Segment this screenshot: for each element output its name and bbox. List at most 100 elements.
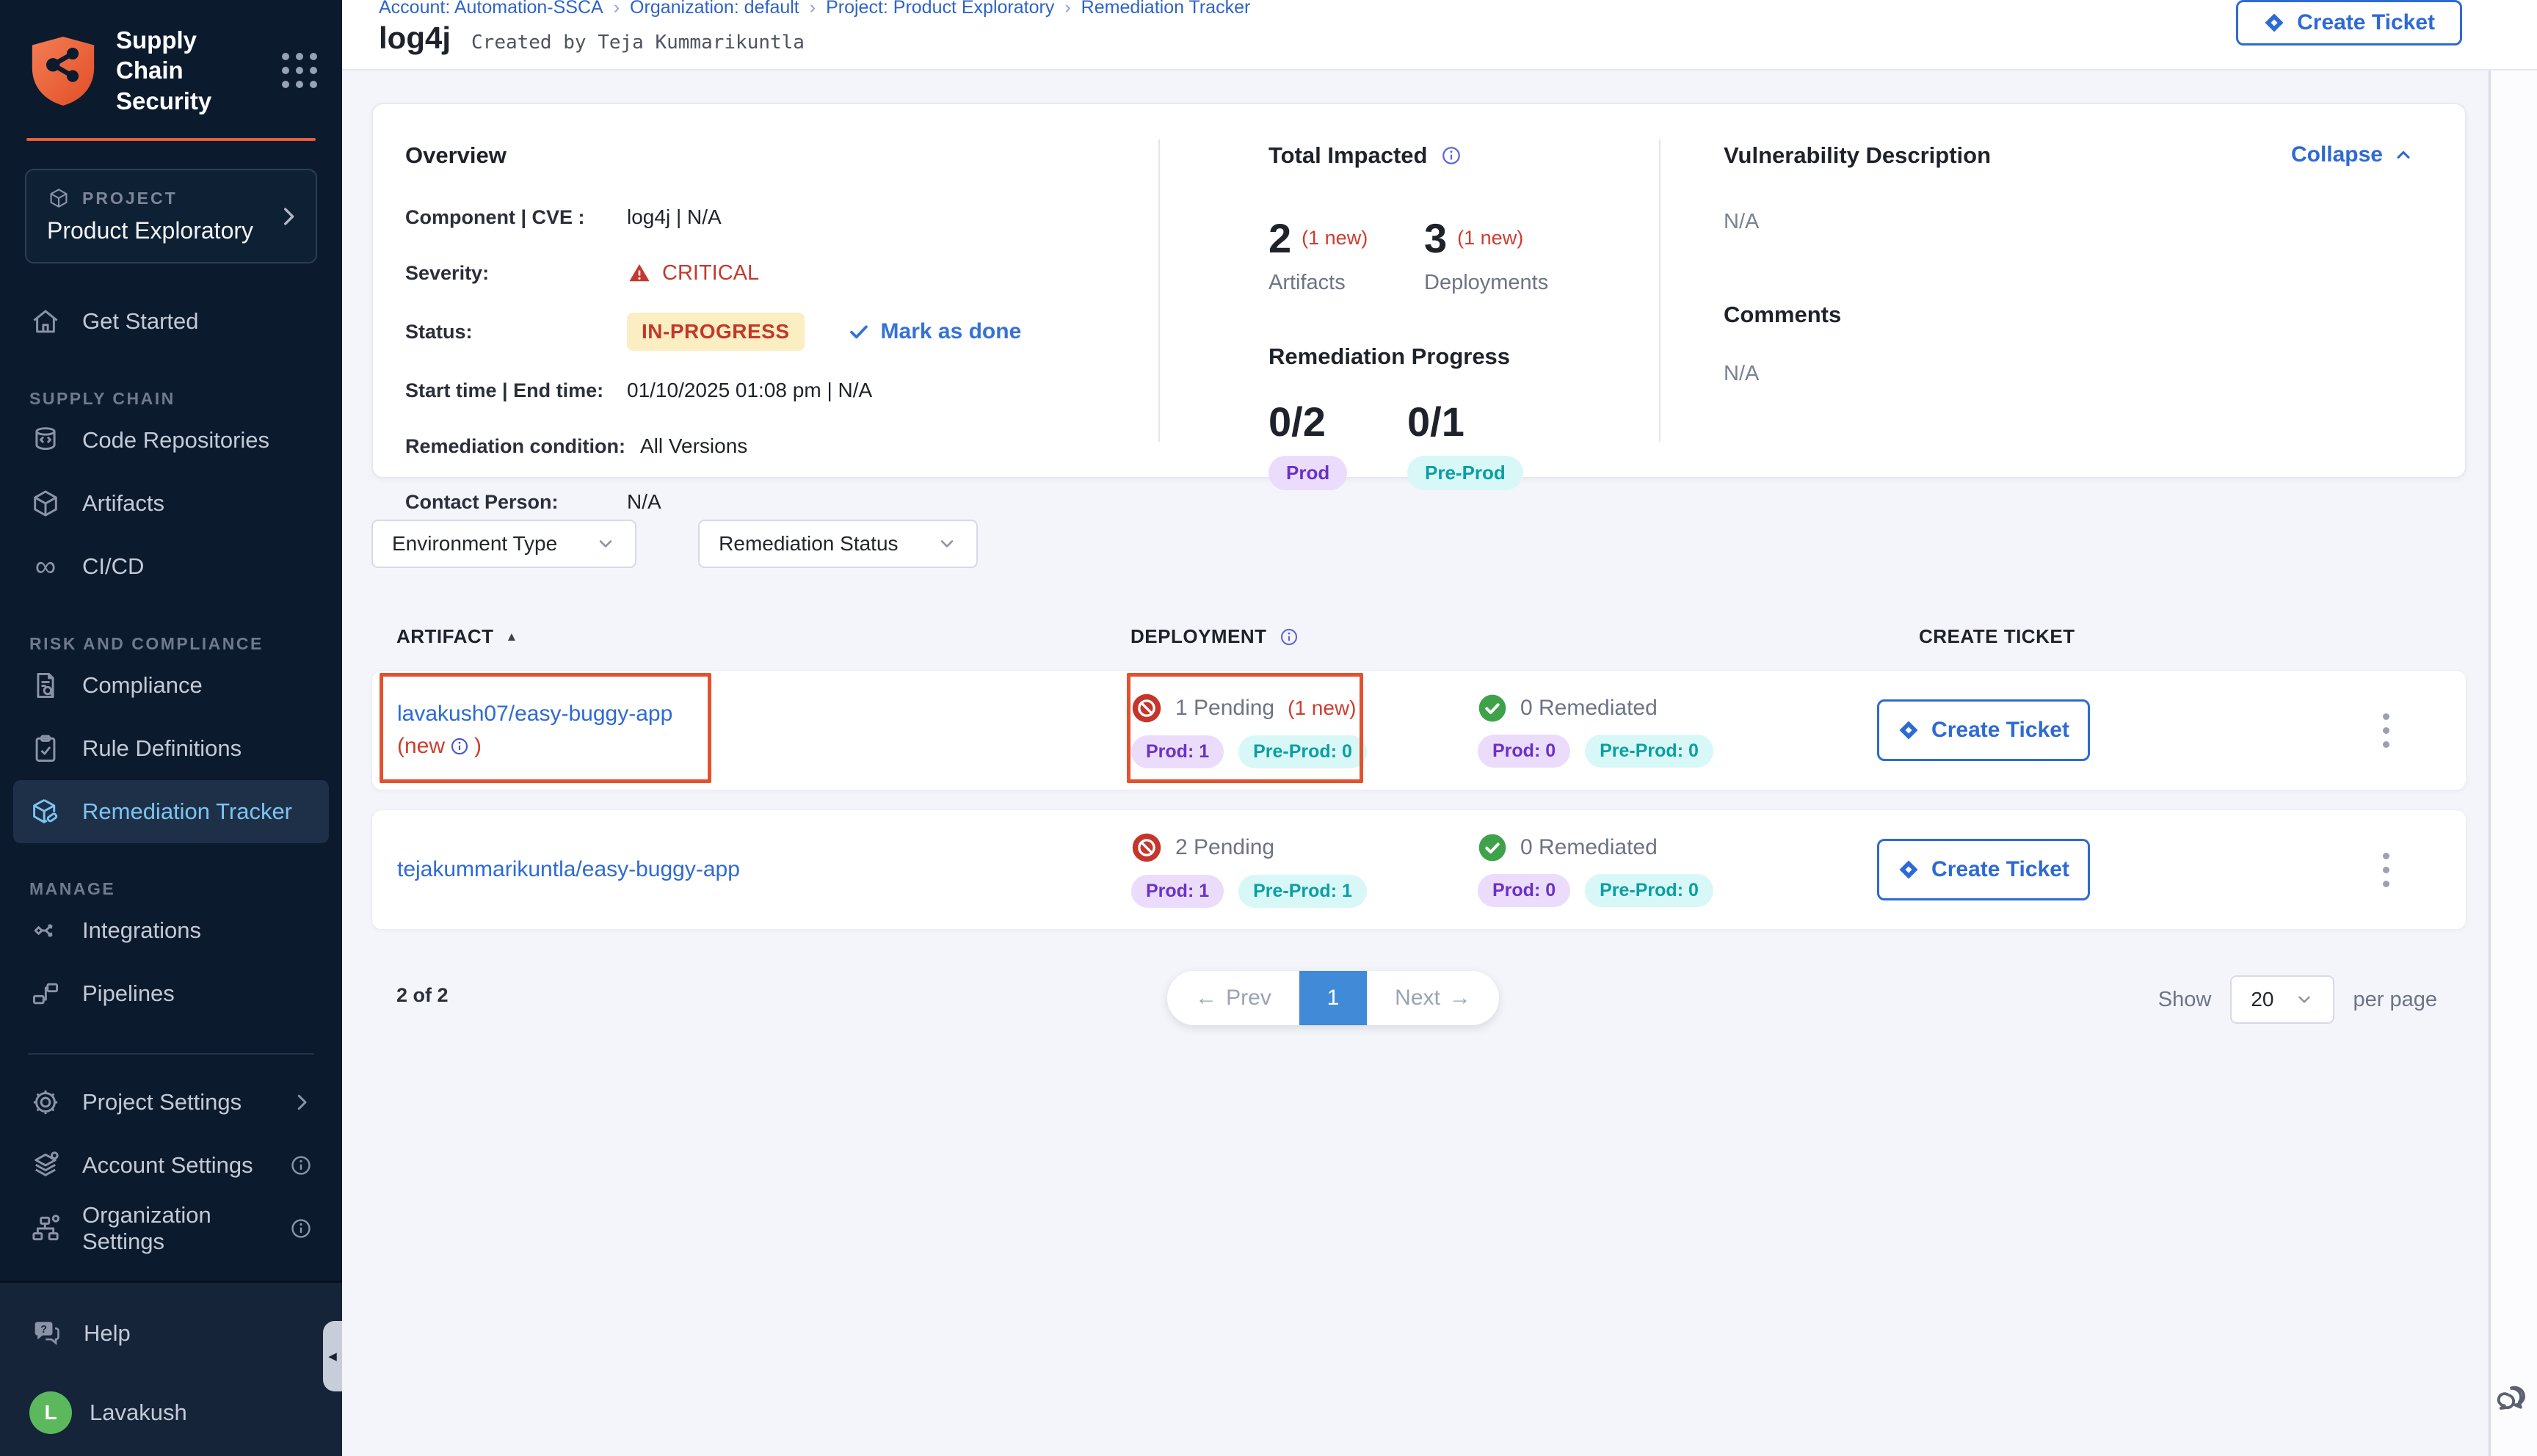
preprod-count-badge: Pre-Prod: 0 xyxy=(1585,734,1713,768)
content: Overview Component | CVE : log4j | N/A S… xyxy=(342,70,2537,1030)
nav-section-manage: MANAGE xyxy=(29,879,116,898)
sidebar-item-label: Rule Definitions xyxy=(82,735,242,761)
sidebar-collapse-handle[interactable]: ◀ xyxy=(323,1321,342,1391)
row-count: 2 of 2 xyxy=(396,984,449,1006)
sidebar-item-label: Project Settings xyxy=(82,1089,242,1115)
cube-icon xyxy=(29,487,62,520)
mark-as-done-link[interactable]: Mark as done xyxy=(847,319,1021,344)
project-selector[interactable]: PROJECT Product Exploratory xyxy=(25,169,317,263)
info-icon xyxy=(289,1217,313,1240)
sidebar-item-label: Integrations xyxy=(82,917,201,943)
create-ticket-button[interactable]: Create Ticket xyxy=(1877,839,2090,900)
layers-gear-icon xyxy=(29,1149,62,1182)
pagination: 2 of 2 ← Prev 1 Next → Show 20 per page xyxy=(371,971,2467,1030)
next-page-button[interactable]: Next → xyxy=(1395,986,1471,1010)
user-name: Lavakush xyxy=(90,1399,187,1425)
artifact-cell: tejakummarikuntla/easy-buggy-app xyxy=(372,857,1128,882)
preprod-count-badge: Pre-Prod: 0 xyxy=(1238,735,1367,768)
warning-triangle-icon xyxy=(627,261,652,285)
artifacts-new-count: (1 new) xyxy=(1302,227,1368,249)
app-switcher-grid-icon[interactable] xyxy=(282,52,317,88)
table-header: ARTIFACT ▲ DEPLOYMENT CREATE TICKET xyxy=(371,625,2467,670)
sidebar-item-project-settings[interactable]: Project Settings xyxy=(13,1071,329,1134)
app-title: Supply Chain Security xyxy=(116,26,212,114)
collapse-link[interactable]: Collapse xyxy=(2291,142,2414,167)
action-cell: Create Ticket xyxy=(1877,839,2466,900)
project-name: Product Exploratory xyxy=(47,217,254,244)
remediated-check-icon xyxy=(1478,833,1507,862)
breadcrumb-org[interactable]: Organization: default xyxy=(630,0,799,18)
pending-icon xyxy=(1131,832,1162,863)
sidebar-item-label: Pipelines xyxy=(82,980,175,1006)
doc-search-icon xyxy=(29,669,62,702)
overview-row-time: Start time | End time: 01/10/2025 01:08 … xyxy=(405,379,873,401)
chat-widget-icon[interactable] xyxy=(2493,1378,2533,1418)
scrollbar-gutter[interactable] xyxy=(2489,70,2537,1456)
sidebar-item-artifacts[interactable]: Artifacts xyxy=(13,472,329,535)
help-button[interactable]: Help xyxy=(29,1309,316,1358)
column-header-artifact[interactable]: ARTIFACT ▲ xyxy=(396,625,518,647)
sidebar-item-rule-definitions[interactable]: Rule Definitions xyxy=(13,717,329,780)
sidebar-item-label: Account Settings xyxy=(82,1152,253,1178)
ticket-diamond-icon xyxy=(1898,719,1920,741)
row-menu-button[interactable] xyxy=(2377,847,2395,893)
shield-logo-icon xyxy=(29,34,97,107)
column-header-spacer xyxy=(1474,625,1876,648)
sidebar-item-account-settings[interactable]: Account Settings xyxy=(13,1134,329,1197)
artifact-link[interactable]: tejakummarikuntla/easy-buggy-app xyxy=(397,857,740,881)
remediation-status-filter[interactable]: Remediation Status xyxy=(698,520,978,568)
info-icon[interactable] xyxy=(1279,627,1299,647)
sidebar-item-code-repositories[interactable]: Code Repositories xyxy=(13,409,329,472)
ticket-diamond-icon xyxy=(1898,859,1920,881)
create-ticket-button[interactable]: Create Ticket xyxy=(2236,0,2462,46)
sidebar-item-integrations[interactable]: Integrations xyxy=(13,899,329,962)
sidebar-item-organization-settings[interactable]: Organization Settings xyxy=(13,1197,329,1260)
prev-page-button[interactable]: ← Prev xyxy=(1195,986,1271,1010)
sidebar-item-label: CI/CD xyxy=(82,553,145,579)
sidebar-item-cicd[interactable]: ∞ CI/CD xyxy=(13,535,329,598)
card-divider xyxy=(1659,139,1661,442)
org-gear-icon xyxy=(29,1212,62,1245)
page-size-select[interactable]: 20 xyxy=(2230,975,2334,1024)
chevron-down-icon xyxy=(937,534,957,554)
sidebar-item-get-started[interactable]: Get Started xyxy=(13,290,329,353)
artifact-link[interactable]: lavakush07/easy-buggy-app xyxy=(397,702,673,726)
page-number-active[interactable]: 1 xyxy=(1299,971,1367,1025)
row-menu-button[interactable] xyxy=(2377,707,2395,754)
breadcrumb-page[interactable]: Remediation Tracker xyxy=(1081,0,1251,18)
nav-section-risk-compliance: RISK AND COMPLIANCE xyxy=(29,634,264,653)
environment-type-filter[interactable]: Environment Type xyxy=(371,520,637,568)
vulnerability-value: N/A xyxy=(1724,210,1760,233)
column-header-deployment: DEPLOYMENT xyxy=(1128,625,1474,648)
check-icon xyxy=(847,320,871,343)
sidebar-item-remediation-tracker[interactable]: Remediation Tracker xyxy=(13,780,329,843)
breadcrumb-account[interactable]: Account: Automation-SSCA xyxy=(379,0,603,18)
info-icon[interactable] xyxy=(1440,145,1462,167)
cube-edit-icon xyxy=(29,796,62,828)
infinity-icon: ∞ xyxy=(35,550,57,583)
help-chat-icon xyxy=(29,1317,63,1350)
overview-row-component: Component | CVE : log4j | N/A xyxy=(405,205,722,228)
remediation-progress-heading: Remediation Progress xyxy=(1268,343,1511,369)
pager: ← Prev 1 Next → xyxy=(1167,971,1499,1025)
impacted-artifacts-stat: 2 (1 new) Artifacts xyxy=(1268,215,1368,294)
severity-value: CRITICAL xyxy=(627,261,759,285)
info-icon[interactable] xyxy=(449,736,470,757)
breadcrumb-project[interactable]: Project: Product Exploratory xyxy=(826,0,1055,18)
user-menu[interactable]: L Lavakush xyxy=(29,1391,316,1434)
overview-row-condition: Remediation condition: All Versions xyxy=(405,434,748,457)
sidebar-item-label: Remediation Tracker xyxy=(82,798,293,824)
sidebar-item-pipelines[interactable]: Pipelines xyxy=(13,962,329,1025)
right-arrow-icon: → xyxy=(1448,986,1471,1010)
sidebar-item-label: Get Started xyxy=(82,308,199,334)
overview-row-status: Status: IN-PROGRESS Mark as done xyxy=(405,313,1158,351)
prod-count-badge: Prod: 0 xyxy=(1478,734,1571,768)
sidebar-item-compliance[interactable]: Compliance xyxy=(13,654,329,717)
artifact-new-tag: (new ) xyxy=(397,734,482,758)
create-ticket-button[interactable]: Create Ticket xyxy=(1877,699,2090,761)
table-row: lavakush07/easy-buggy-app (new ) 1 Pendi… xyxy=(371,670,2467,790)
action-cell: Create Ticket xyxy=(1877,699,2466,761)
prod-count-badge: Prod: 1 xyxy=(1131,735,1224,768)
artifacts-count: 2 xyxy=(1268,215,1292,261)
total-impacted-heading: Total Impacted xyxy=(1268,142,1659,169)
